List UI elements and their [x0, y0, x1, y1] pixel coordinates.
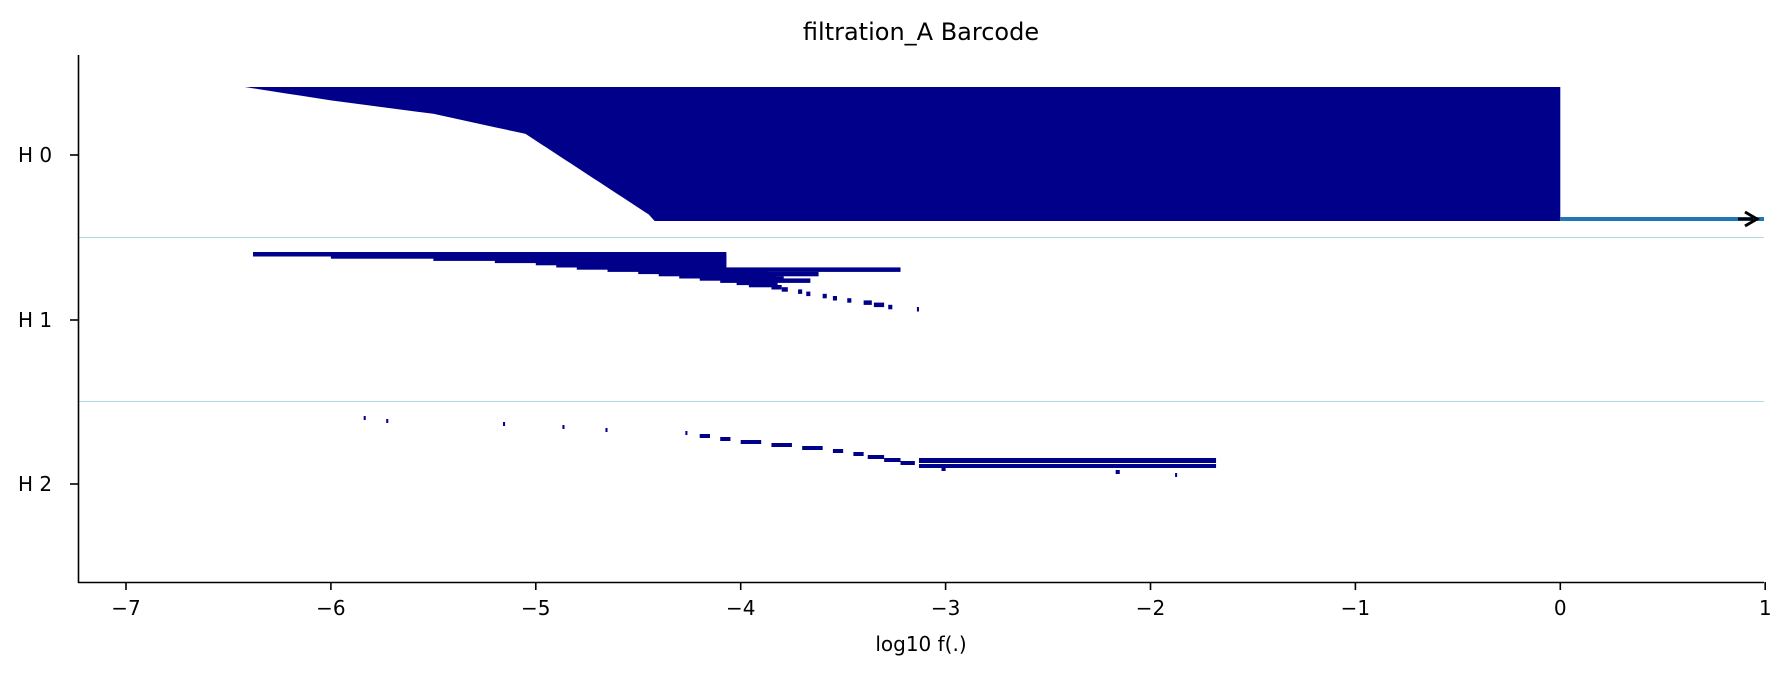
- x-axis-label: log10 f(.): [875, 632, 966, 656]
- h1-bar: [873, 302, 885, 308]
- h2-bar: [853, 452, 864, 456]
- infinite-bar-arrow: [1738, 210, 1760, 228]
- h1-bar: [888, 304, 893, 310]
- h1-bar: [781, 287, 788, 292]
- x-tick-label: −5: [521, 596, 550, 620]
- h0-bar-block: [244, 87, 1561, 221]
- h1-bar: [822, 293, 827, 299]
- h1-bar: [798, 289, 803, 294]
- h2-bar: [867, 455, 885, 459]
- h2-bar: [699, 434, 710, 438]
- x-tick-label: 1: [1759, 596, 1772, 620]
- h2-bar: [562, 425, 565, 429]
- h2-bar: [720, 437, 731, 441]
- y-tick-label: H 0: [18, 143, 52, 167]
- h2-bar: [605, 428, 608, 432]
- h2-bar: [503, 422, 506, 426]
- h1-bar: [771, 285, 782, 290]
- h2-bar: [802, 446, 823, 450]
- h0-infinite-bar: [1560, 217, 1764, 221]
- x-tick-label: −6: [316, 596, 345, 620]
- h2-bar: [771, 443, 792, 447]
- h1-bar: [832, 296, 838, 301]
- x-ticks: −7 −6 −5 −4 −3 −2 −1 0 1: [111, 582, 1772, 620]
- h1-bar: [916, 307, 919, 312]
- h1-bar: [863, 300, 872, 305]
- h2-bar: [685, 431, 688, 435]
- x-tick-label: 0: [1554, 596, 1567, 620]
- h1-bar: [806, 291, 811, 297]
- h2-bar: [918, 464, 1217, 468]
- h1-bar: [847, 298, 852, 303]
- chart-title: filtration_A Barcode: [803, 18, 1039, 46]
- h2-bar: [740, 440, 762, 444]
- h2-bar: [832, 449, 844, 453]
- h2-long-bar: [918, 458, 1217, 463]
- h2-bar: [941, 467, 946, 471]
- h2-bar: [386, 419, 389, 423]
- h2-bar: [1175, 473, 1178, 477]
- separators: [78, 237, 1764, 402]
- x-tick-label: −4: [726, 596, 755, 620]
- y-tick-label: H 1: [18, 308, 52, 332]
- h2-bar: [900, 461, 915, 465]
- h2-bar: [1115, 470, 1120, 474]
- x-tick-label: −3: [931, 596, 960, 620]
- x-tick-label: −7: [111, 596, 140, 620]
- h1-bar: [748, 282, 778, 288]
- y-ticks: H 0 H 1 H 2: [18, 143, 78, 496]
- h2-bar: [363, 416, 366, 420]
- y-tick-label: H 2: [18, 472, 52, 496]
- x-tick-label: −2: [1136, 596, 1165, 620]
- x-tick-label: −1: [1341, 596, 1370, 620]
- h2-bar: [884, 458, 901, 462]
- bars-layer: [244, 87, 1764, 477]
